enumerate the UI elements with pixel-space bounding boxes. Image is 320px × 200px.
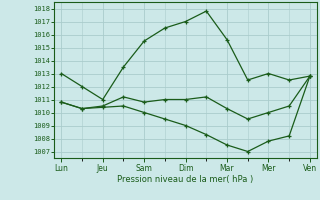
X-axis label: Pression niveau de la mer( hPa ): Pression niveau de la mer( hPa ): [117, 175, 254, 184]
